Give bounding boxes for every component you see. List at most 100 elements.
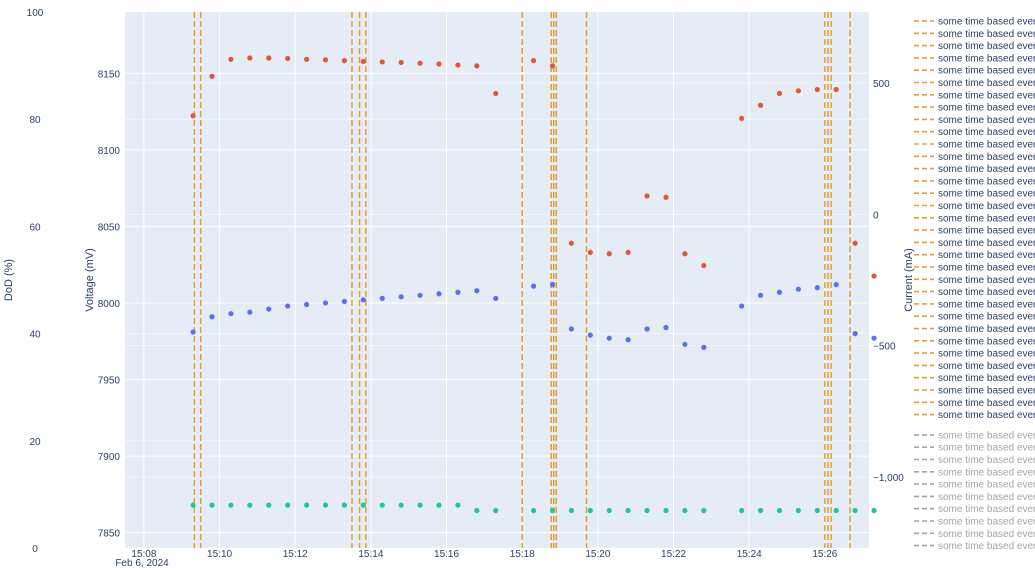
dod-point[interactable] (663, 507, 669, 514)
voltage-point[interactable] (398, 294, 404, 300)
dod-point[interactable] (606, 507, 612, 514)
legend-item[interactable]: some time based event (914, 213, 1035, 224)
current-point[interactable] (190, 113, 196, 119)
legend-item[interactable]: some time based event (914, 201, 1035, 212)
current-point[interactable] (266, 55, 272, 61)
legend-item[interactable]: some time based event (914, 299, 1035, 310)
current-point[interactable] (625, 249, 631, 256)
legend-item[interactable]: some time based event (914, 430, 1035, 441)
legend-item[interactable]: some time based event (914, 275, 1035, 286)
legend-item[interactable]: some time based event (914, 361, 1035, 372)
voltage-point[interactable] (644, 326, 650, 332)
current-point[interactable] (228, 56, 234, 62)
legend-item[interactable]: some time based event (914, 443, 1035, 454)
dod-point[interactable] (417, 502, 423, 508)
legend-item[interactable]: some time based event (914, 349, 1035, 360)
voltage-point[interactable] (228, 311, 234, 317)
legend-item[interactable]: some time based event (914, 66, 1035, 77)
legend-item[interactable]: some time based event (914, 238, 1035, 249)
dod-point[interactable] (266, 502, 272, 508)
legend-item[interactable]: some time based event (914, 90, 1035, 101)
dod-point[interactable] (398, 502, 404, 508)
dod-point[interactable] (568, 507, 575, 514)
legend-item[interactable]: some time based event (914, 41, 1035, 52)
dod-point[interactable] (814, 507, 820, 514)
legend-item[interactable]: some time based event (914, 410, 1035, 421)
current-point[interactable] (833, 86, 839, 93)
voltage-point[interactable] (341, 298, 348, 305)
voltage-point[interactable] (209, 314, 215, 320)
dod-point[interactable] (644, 507, 650, 514)
legend-item[interactable]: some time based event (914, 263, 1035, 274)
current-point[interactable] (739, 115, 745, 122)
voltage-point[interactable] (322, 300, 329, 306)
voltage-point[interactable] (587, 332, 593, 338)
current-point[interactable] (814, 86, 820, 93)
current-point[interactable] (701, 262, 707, 269)
dod-point[interactable] (833, 507, 839, 514)
voltage-point[interactable] (682, 341, 688, 347)
dod-point[interactable] (285, 502, 291, 508)
dod-point[interactable] (379, 502, 385, 508)
legend-item[interactable]: some time based event (914, 504, 1035, 515)
legend-item[interactable]: some time based event (914, 480, 1035, 491)
dod-point[interactable] (303, 502, 310, 508)
legend-item[interactable]: some time based event (914, 164, 1035, 175)
voltage-point[interactable] (625, 337, 631, 343)
current-point[interactable] (285, 55, 291, 62)
voltage-point[interactable] (833, 281, 839, 288)
dod-point[interactable] (587, 507, 593, 514)
voltage-point[interactable] (814, 285, 820, 291)
voltage-point[interactable] (701, 344, 707, 350)
voltage-point[interactable] (474, 288, 480, 294)
voltage-point[interactable] (379, 295, 385, 301)
current-point[interactable] (587, 249, 593, 256)
dod-point[interactable] (530, 507, 537, 514)
current-point[interactable] (379, 59, 385, 65)
dod-point[interactable] (341, 502, 348, 508)
current-point[interactable] (455, 62, 461, 68)
dod-point[interactable] (625, 507, 631, 514)
current-point[interactable] (568, 240, 575, 246)
current-point[interactable] (663, 194, 669, 200)
dod-point[interactable] (549, 507, 556, 514)
current-point[interactable] (549, 63, 556, 69)
legend-item[interactable]: some time based event (914, 287, 1035, 298)
current-point[interactable] (644, 193, 650, 199)
voltage-point[interactable] (417, 292, 423, 298)
dod-point[interactable] (682, 507, 688, 514)
legend-item[interactable]: some time based event (914, 455, 1035, 466)
dod-point[interactable] (795, 507, 801, 514)
voltage-point[interactable] (247, 309, 253, 315)
voltage-point[interactable] (871, 335, 877, 341)
voltage-point[interactable] (776, 289, 783, 295)
dod-point[interactable] (701, 507, 707, 514)
current-point[interactable] (247, 55, 253, 61)
legend-item[interactable]: some time based event (914, 312, 1035, 323)
legend-item[interactable]: some time based event (914, 386, 1035, 397)
voltage-point[interactable] (493, 295, 499, 301)
legend-item[interactable]: some time based event (914, 517, 1035, 528)
legend-item[interactable]: some time based event (914, 152, 1035, 163)
legend-item[interactable]: some time based event (914, 373, 1035, 384)
legend-item[interactable]: some time based event (914, 53, 1035, 64)
legend-item[interactable]: some time based event (914, 250, 1035, 261)
voltage-point[interactable] (757, 292, 764, 298)
legend-item[interactable]: some time based event (914, 115, 1035, 126)
voltage-point[interactable] (436, 291, 442, 297)
voltage-point[interactable] (852, 331, 858, 337)
current-point[interactable] (474, 63, 480, 69)
legend-item[interactable]: some time based event (914, 398, 1035, 409)
dod-point[interactable] (739, 507, 745, 514)
plot-area[interactable] (125, 12, 869, 548)
dod-point[interactable] (228, 502, 234, 508)
legend-item[interactable]: some time based event (914, 127, 1035, 138)
legend-item[interactable]: some time based event (914, 78, 1035, 89)
current-point[interactable] (852, 240, 858, 246)
legend-item[interactable]: some time based event (914, 324, 1035, 335)
current-point[interactable] (493, 90, 499, 97)
voltage-point[interactable] (455, 289, 461, 295)
current-point[interactable] (682, 251, 688, 257)
current-point[interactable] (209, 73, 215, 79)
current-point[interactable] (417, 60, 423, 66)
